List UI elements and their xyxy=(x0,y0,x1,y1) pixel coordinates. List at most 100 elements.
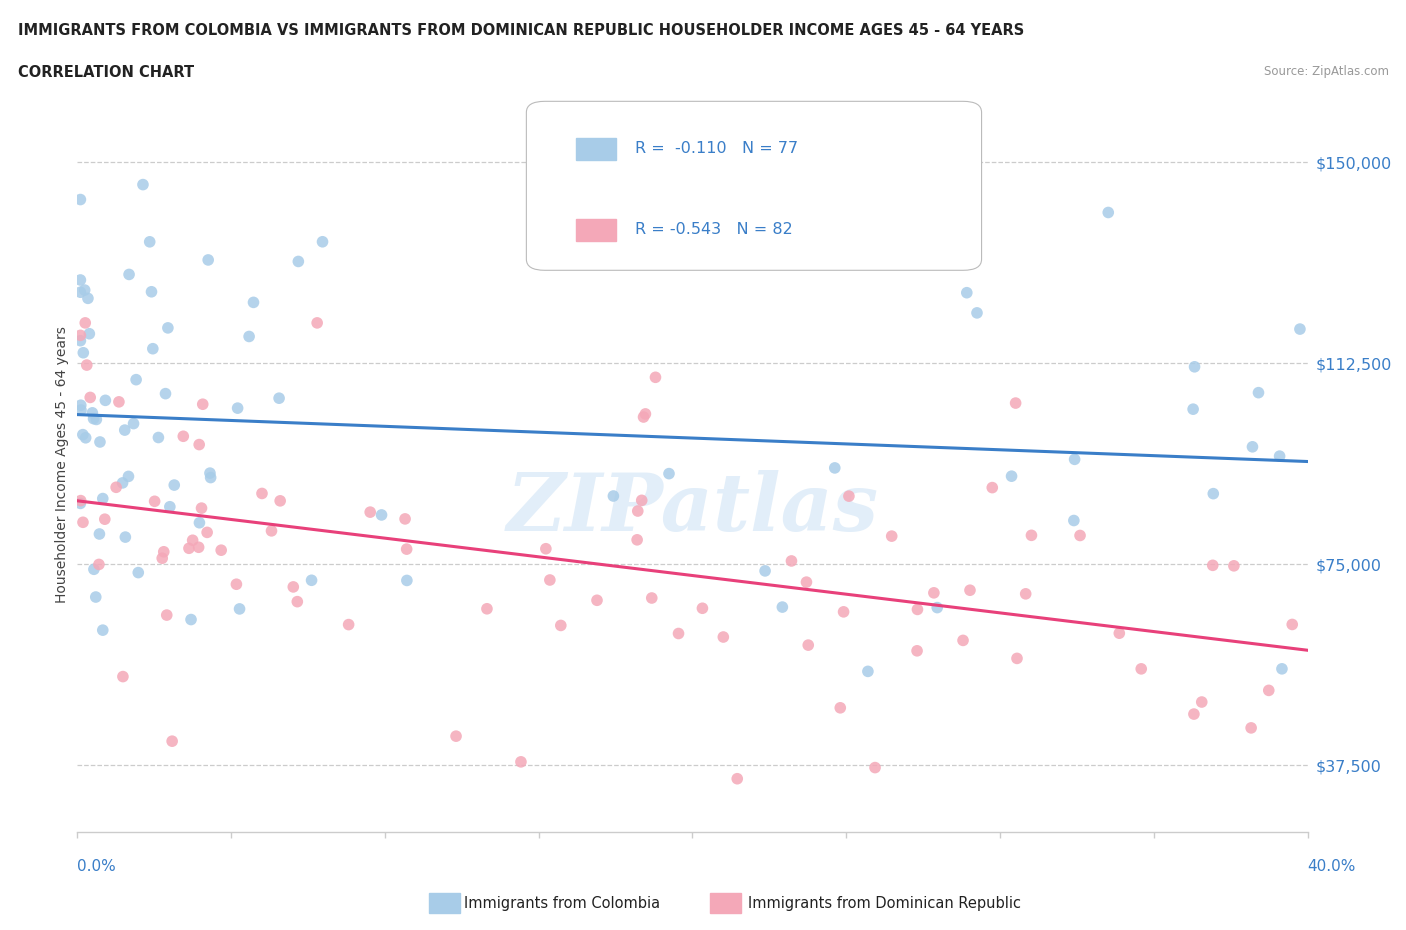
Point xyxy=(70,403,93,418)
Point xyxy=(79,326,101,341)
Point xyxy=(285,594,308,609)
Point xyxy=(641,591,664,605)
Point xyxy=(880,528,903,543)
Point xyxy=(311,234,333,249)
Point xyxy=(394,512,416,526)
Point xyxy=(475,602,498,617)
Point xyxy=(796,575,818,590)
Point xyxy=(132,177,155,192)
Point xyxy=(1069,528,1091,543)
Point xyxy=(1182,707,1205,722)
Bar xyxy=(575,219,616,241)
Point xyxy=(75,315,97,330)
Point xyxy=(1182,402,1205,417)
Point xyxy=(73,283,96,298)
Point xyxy=(287,254,309,269)
Point xyxy=(69,496,91,511)
Y-axis label: Householder Income Ages 45 - 64 years: Householder Income Ages 45 - 64 years xyxy=(55,326,69,604)
Point xyxy=(91,491,114,506)
Point xyxy=(636,253,658,268)
Point xyxy=(959,583,981,598)
Point xyxy=(190,500,212,515)
Point xyxy=(1271,661,1294,676)
Point xyxy=(69,285,91,299)
Point xyxy=(1281,617,1303,631)
Point xyxy=(830,700,852,715)
Point xyxy=(550,618,572,633)
Point xyxy=(238,329,260,344)
Point xyxy=(200,471,222,485)
Point xyxy=(905,644,928,658)
Point xyxy=(1004,395,1026,410)
Point xyxy=(72,345,94,360)
Point xyxy=(225,577,247,591)
Point xyxy=(586,592,609,607)
Point xyxy=(1063,452,1085,467)
Point xyxy=(1223,558,1246,573)
Text: Source: ZipAtlas.com: Source: ZipAtlas.com xyxy=(1264,65,1389,78)
Point xyxy=(444,729,467,744)
Point xyxy=(754,564,776,578)
Point xyxy=(1184,359,1206,374)
Point xyxy=(1015,587,1038,602)
Point xyxy=(191,397,214,412)
Point xyxy=(148,430,170,445)
Point xyxy=(152,544,174,559)
Point xyxy=(668,626,690,641)
Point xyxy=(188,515,211,530)
Point xyxy=(195,525,218,539)
Point xyxy=(83,411,105,426)
Point xyxy=(510,754,533,769)
Point xyxy=(89,434,111,449)
Point xyxy=(832,604,855,619)
Point xyxy=(1202,558,1225,573)
Point xyxy=(94,512,117,526)
Point xyxy=(69,328,91,343)
Point xyxy=(242,295,264,310)
Point xyxy=(260,524,283,538)
Point xyxy=(111,475,134,490)
Point xyxy=(250,486,273,501)
Text: R = -0.543   N = 82: R = -0.543 N = 82 xyxy=(634,222,793,237)
Point xyxy=(627,503,650,518)
Point xyxy=(797,638,820,653)
Point xyxy=(630,493,652,508)
Point xyxy=(197,253,219,268)
Point xyxy=(395,541,418,556)
Point xyxy=(838,488,860,503)
Text: 40.0%: 40.0% xyxy=(1308,859,1355,874)
Point xyxy=(283,579,305,594)
Point xyxy=(188,437,211,452)
Point xyxy=(105,480,128,495)
Point xyxy=(1005,651,1028,666)
Point xyxy=(981,480,1004,495)
Point xyxy=(75,431,97,445)
Point xyxy=(692,601,714,616)
Point xyxy=(91,623,114,638)
Point xyxy=(117,469,139,484)
Point xyxy=(127,565,149,580)
Point xyxy=(907,602,929,617)
Point xyxy=(156,607,179,622)
Point xyxy=(118,267,141,282)
Text: CORRELATION CHART: CORRELATION CHART xyxy=(18,65,194,80)
Point xyxy=(69,493,91,508)
Point xyxy=(1000,469,1022,484)
Point xyxy=(1202,486,1225,501)
Point xyxy=(150,551,173,565)
Point xyxy=(69,333,91,348)
Point xyxy=(72,515,94,530)
Point xyxy=(108,394,131,409)
Text: R =  -0.110   N = 77: R = -0.110 N = 77 xyxy=(634,141,797,156)
Point xyxy=(269,494,291,509)
Point xyxy=(228,602,250,617)
Point xyxy=(1130,661,1153,676)
Point xyxy=(198,466,221,481)
Point xyxy=(626,532,648,547)
Point xyxy=(86,412,108,427)
Point xyxy=(1289,322,1312,337)
Bar xyxy=(575,138,616,160)
Point xyxy=(644,370,666,385)
Point xyxy=(956,286,979,300)
Point xyxy=(159,499,181,514)
